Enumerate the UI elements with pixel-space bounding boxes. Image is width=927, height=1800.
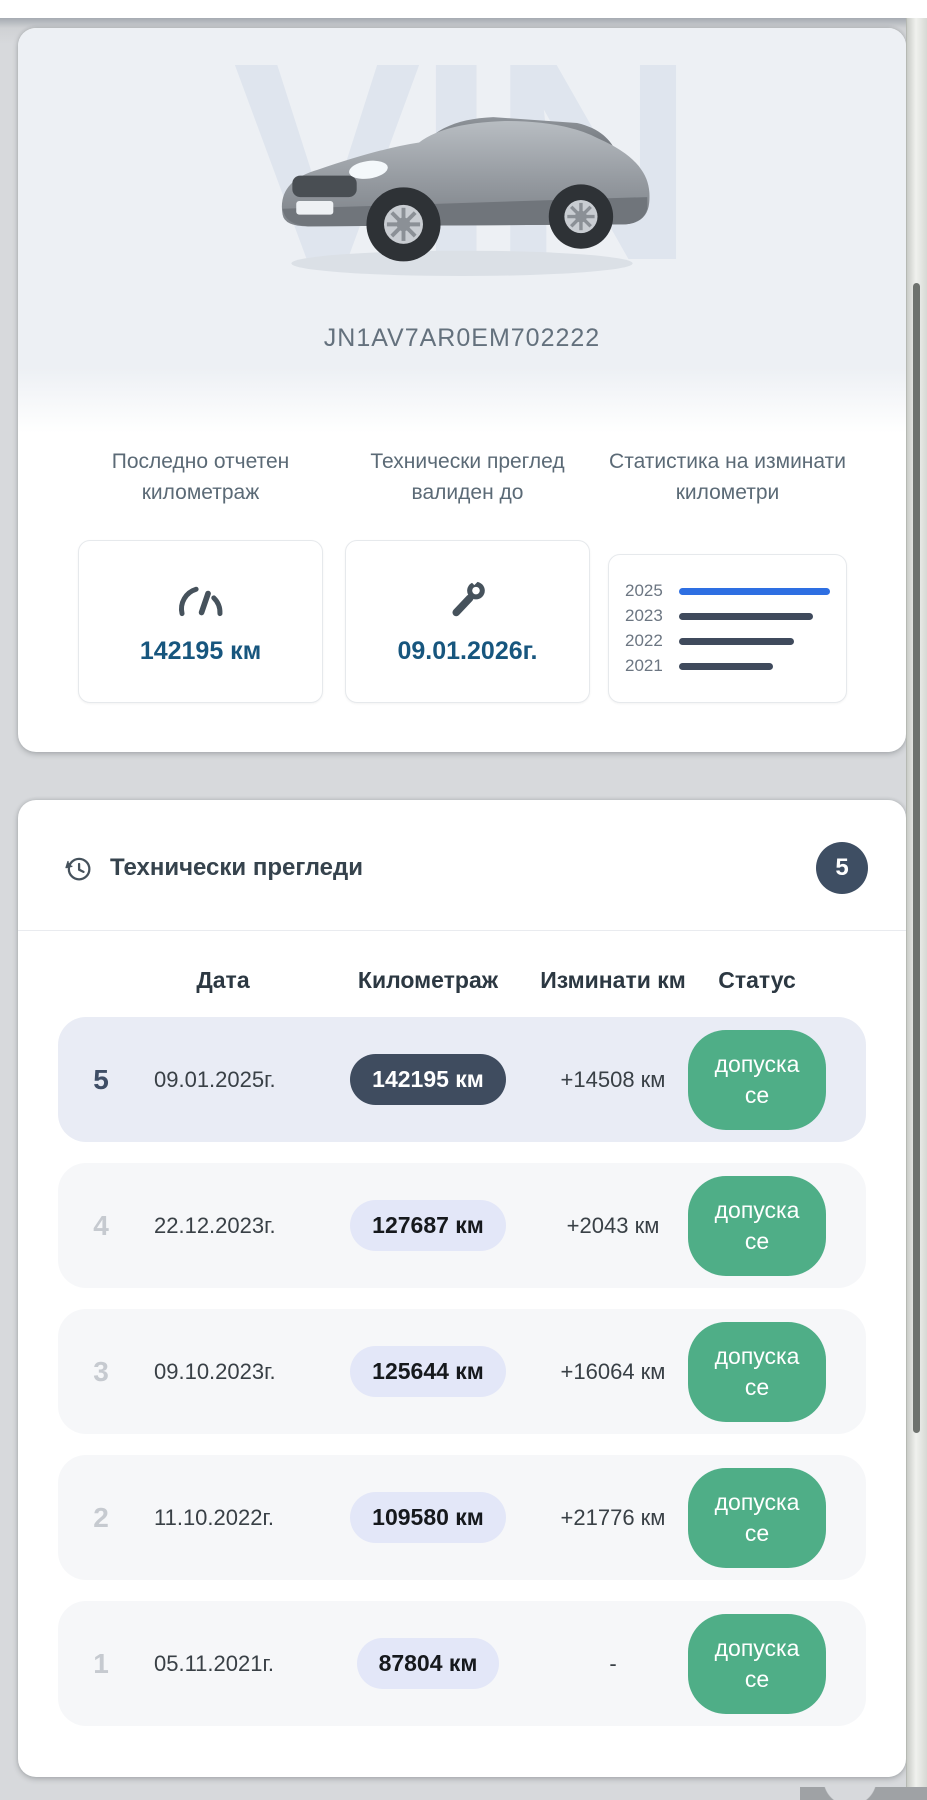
row-date: 09.01.2025г.	[154, 1066, 276, 1092]
table-row: 1 05.11.2021г. 87804 км - допуска се	[58, 1601, 866, 1726]
col-header-status: Статус	[718, 967, 796, 993]
odometer-pill: 142195 км	[350, 1054, 506, 1105]
car-photo	[267, 80, 657, 280]
table-row: 5 09.01.2025г. 142195 км +14508 км допус…	[58, 1017, 866, 1142]
bottom-decoration	[800, 1787, 927, 1800]
vehicle-summary-card: VIN	[18, 28, 906, 752]
status-badge: допуска се	[688, 1029, 826, 1130]
table-header: Дата Километраж Изминати км Статус	[58, 965, 866, 995]
vin-number: JN1AV7AR0EM702222	[323, 324, 601, 352]
chart-year-label: 2021	[625, 656, 663, 675]
row-date: 09.10.2023г.	[154, 1358, 276, 1384]
stat-km-statistics: Статистика на изминати километри 2025 20…	[608, 446, 847, 703]
odometer-pill: 125644 км	[350, 1346, 506, 1397]
row-number: 3	[93, 1355, 109, 1387]
inspections-list: 5 09.01.2025г. 142195 км +14508 км допус…	[58, 1017, 866, 1726]
status-badge: допуска се	[688, 1467, 826, 1568]
chart-bar	[679, 637, 794, 645]
row-delta-km: +2043 км	[566, 1212, 660, 1238]
inspections-header: Технически прегледи 5	[63, 842, 868, 894]
status-badge: допуска се	[688, 1321, 826, 1422]
stat-inspection-valid: Технически преглед валиден до	[345, 446, 590, 703]
valid-until-value: 09.01.2026г.	[397, 637, 538, 665]
row-number: 2	[93, 1501, 109, 1533]
chart-row: 2022	[625, 629, 830, 654]
row-number: 5	[93, 1063, 109, 1095]
table-row: 3 09.10.2023г. 125644 км +16064 км допус…	[58, 1309, 866, 1434]
row-date: 22.12.2023г.	[154, 1212, 276, 1238]
row-delta-km: +14508 км	[560, 1066, 666, 1092]
odometer-pill: 127687 км	[350, 1200, 506, 1251]
inspections-title: Технически прегледи	[110, 854, 364, 881]
col-header-delta: Изминати км	[540, 967, 686, 993]
row-delta-km: +21776 км	[560, 1504, 666, 1530]
status-badge: допуска се	[688, 1613, 826, 1714]
inspections-count-badge: 5	[816, 842, 868, 894]
row-number: 1	[93, 1647, 109, 1679]
speedometer-icon	[175, 577, 227, 621]
chart-bar	[679, 587, 830, 595]
chart-row: 2021	[625, 654, 830, 679]
vehicle-hero-section	[18, 28, 906, 438]
stats-row: Последно отчетен километраж 142195 км Те…	[78, 446, 866, 703]
chart-row: 2025	[625, 579, 830, 604]
odometer-value: 142195 км	[139, 637, 262, 665]
col-header-km: Километраж	[357, 967, 499, 993]
stat-card-odometer: 142195 км	[78, 540, 323, 703]
chart-bar	[679, 662, 773, 670]
stat-label: Технически преглед валиден до	[370, 450, 565, 504]
row-delta-km: +16064 км	[560, 1358, 666, 1384]
scrollbar-thumb[interactable]	[913, 283, 920, 1433]
stat-last-odometer: Последно отчетен километраж 142195 км	[78, 446, 323, 703]
row-number: 4	[93, 1209, 109, 1241]
header-divider	[18, 930, 906, 931]
table-row: 4 22.12.2023г. 127687 км +2043 км допуск…	[58, 1163, 866, 1288]
table-row: 2 11.10.2022г. 109580 км +21776 км допус…	[58, 1455, 866, 1580]
inspections-card: Технически прегледи 5 Дата Километраж Из…	[18, 800, 906, 1777]
stat-card-valid-until: 09.01.2026г.	[345, 540, 590, 703]
wrench-icon	[447, 577, 489, 621]
scrollbar-track[interactable]	[906, 18, 927, 1800]
row-date: 11.10.2022г.	[154, 1504, 274, 1530]
col-header-date: Дата	[196, 967, 250, 993]
row-date: 05.11.2021г.	[154, 1650, 274, 1676]
odometer-pill: 87804 км	[356, 1638, 500, 1689]
km-statistics-chart: 2025 2023 2022 2021	[608, 554, 847, 703]
row-delta-km: -	[609, 1650, 617, 1676]
odometer-pill: 109580 км	[350, 1492, 506, 1543]
chart-year-label: 2025	[625, 581, 663, 600]
chart-year-label: 2023	[625, 606, 663, 625]
chart-bar	[679, 612, 814, 620]
stat-label: Статистика на изминати километри	[609, 450, 846, 504]
chart-year-label: 2022	[625, 631, 663, 650]
status-badge: допуска се	[688, 1175, 826, 1276]
history-clock-icon	[63, 853, 94, 884]
stat-label: Последно отчетен километраж	[111, 450, 290, 504]
chart-row: 2023	[625, 604, 830, 629]
